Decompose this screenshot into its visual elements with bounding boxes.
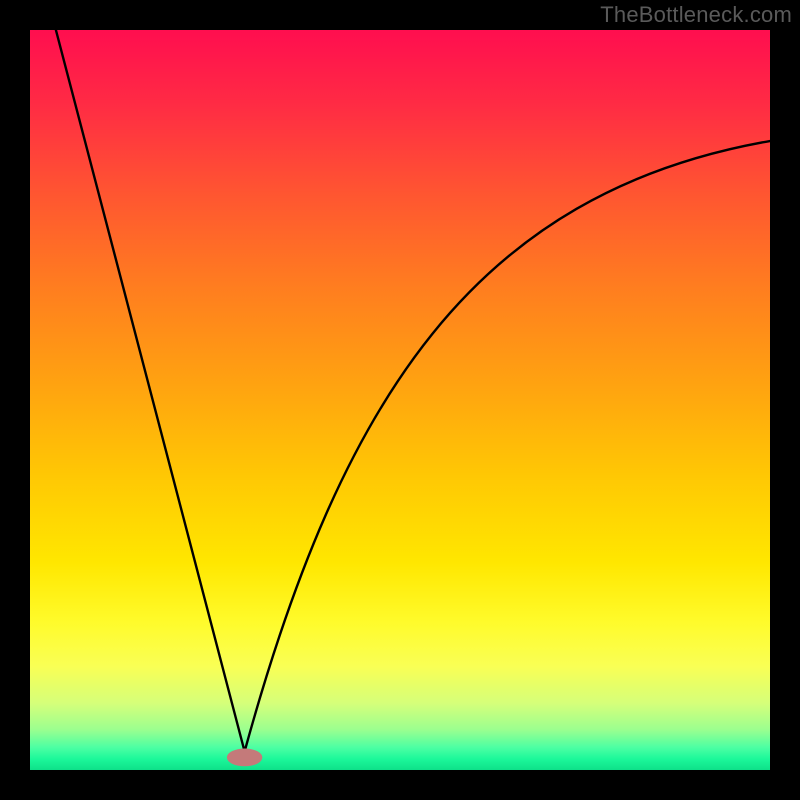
bottleneck-curve [56, 30, 770, 752]
plot-area [30, 30, 770, 770]
watermark-text: TheBottleneck.com [600, 2, 792, 28]
chart-container: TheBottleneck.com [0, 0, 800, 800]
vertex-marker [227, 749, 263, 767]
curve-layer [30, 30, 770, 770]
